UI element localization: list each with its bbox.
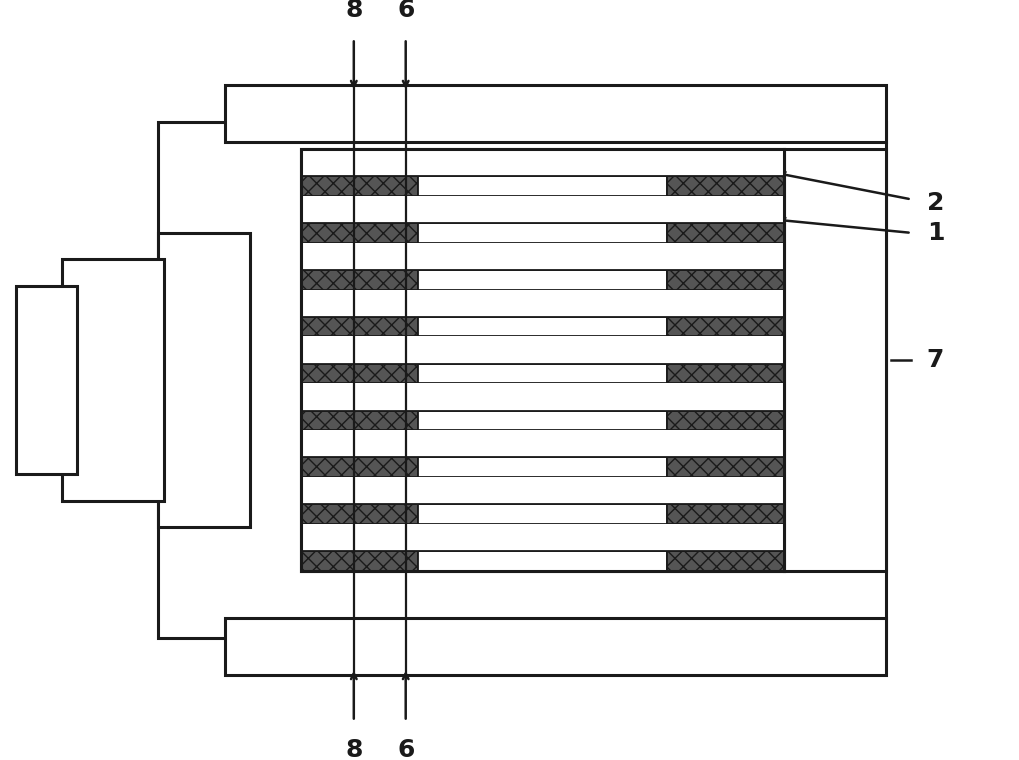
- Bar: [301, 524, 785, 551]
- Text: 6: 6: [397, 0, 415, 22]
- Bar: [301, 383, 785, 410]
- Bar: [667, 270, 785, 290]
- Bar: [418, 364, 667, 383]
- Bar: [418, 505, 667, 524]
- Text: 8: 8: [345, 738, 363, 760]
- Text: 6: 6: [397, 738, 415, 760]
- Bar: [418, 223, 667, 242]
- Text: 8: 8: [345, 0, 363, 22]
- Bar: [16, 287, 77, 473]
- Bar: [301, 430, 785, 458]
- Text: 1: 1: [926, 221, 945, 245]
- Bar: [158, 233, 250, 527]
- Bar: [785, 149, 886, 571]
- Bar: [301, 551, 418, 571]
- Bar: [301, 458, 418, 477]
- Bar: [667, 364, 785, 383]
- Bar: [301, 242, 785, 270]
- Bar: [301, 410, 418, 430]
- Bar: [667, 410, 785, 430]
- Bar: [418, 176, 667, 196]
- Bar: [62, 259, 163, 501]
- Bar: [301, 149, 785, 176]
- Bar: [224, 618, 886, 675]
- Bar: [418, 551, 667, 571]
- Bar: [301, 149, 785, 571]
- Bar: [667, 176, 785, 196]
- Bar: [667, 317, 785, 337]
- Bar: [418, 410, 667, 430]
- Bar: [667, 223, 785, 242]
- Bar: [418, 270, 667, 290]
- Bar: [301, 270, 418, 290]
- Bar: [667, 458, 785, 477]
- Bar: [301, 505, 418, 524]
- Bar: [301, 337, 785, 364]
- Bar: [418, 317, 667, 337]
- Bar: [224, 85, 886, 142]
- Bar: [301, 149, 785, 571]
- Text: 7: 7: [926, 348, 944, 372]
- Bar: [301, 477, 785, 505]
- Bar: [301, 196, 785, 223]
- Bar: [667, 551, 785, 571]
- Text: 2: 2: [926, 191, 944, 215]
- Bar: [301, 176, 418, 196]
- Bar: [667, 505, 785, 524]
- Bar: [301, 223, 418, 242]
- Bar: [301, 364, 418, 383]
- Bar: [158, 122, 886, 638]
- Bar: [301, 317, 418, 337]
- Bar: [301, 290, 785, 317]
- Bar: [418, 458, 667, 477]
